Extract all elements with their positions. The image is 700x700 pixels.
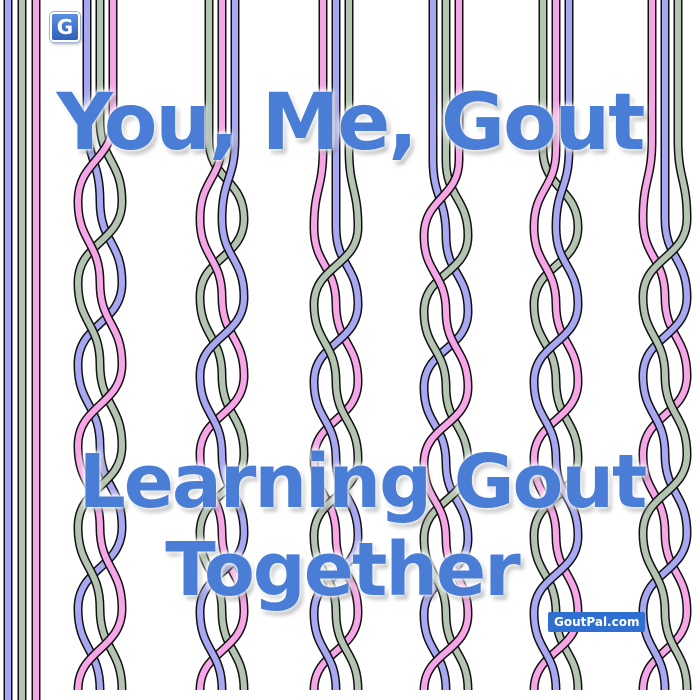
braid-5-strand-3 [529,0,583,691]
goutpal-logo-icon[interactable]: G [50,12,80,42]
braid-6-strand-1 [638,0,692,691]
braid-3-strand-1 [309,0,363,691]
braid-2-strand-2 [195,0,249,691]
braid-1-strand-1 [73,0,127,691]
title: You, Me, Gout [56,78,646,168]
subtitle-line-1: Learning Gout [78,439,648,525]
braid-2-strand-3 [195,0,249,691]
subtitle-line-2: Together [165,527,520,613]
braid-3-strand-3 [309,0,363,691]
brand-tag[interactable]: GoutPal.com [548,612,646,632]
braid-6-strand-2 [638,0,692,691]
braid-4-strand-3 [419,0,473,691]
braid-6-strand-3 [638,0,692,691]
braid-4-strand-2 [419,0,473,691]
braid-1-strand-3 [73,0,127,691]
braid-5-strand-2 [529,0,583,691]
